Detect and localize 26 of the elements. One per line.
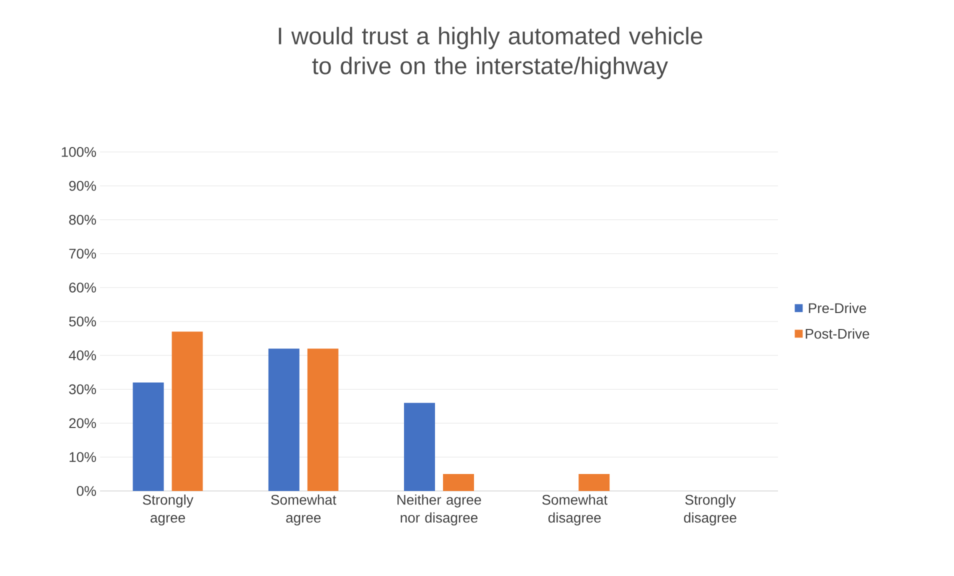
bar xyxy=(132,382,164,491)
bar xyxy=(578,474,610,491)
chart-title: I would trust a highly automated vehicle to drive on the interstate/highway xyxy=(278,26,702,80)
y-tick-label: 50% xyxy=(69,316,96,326)
bar xyxy=(443,474,474,491)
y-tick-label: 80% xyxy=(69,214,96,225)
legend-label: Pre-Drive xyxy=(808,302,866,314)
y-tick-label: 10% xyxy=(70,452,96,462)
y-tick-label: 60% xyxy=(69,282,96,293)
bar xyxy=(307,348,338,491)
y-tick-label: 40% xyxy=(68,350,96,360)
y-tick-label: 30% xyxy=(69,384,96,394)
x-tick-label: Somewhat agree xyxy=(271,494,336,526)
x-tick-label: Strongly agree xyxy=(142,494,194,526)
y-tick-label: 0% xyxy=(76,486,96,496)
legend-label: Post-Drive xyxy=(806,328,870,339)
y-tick-label: 70% xyxy=(69,248,96,259)
x-tick-label: Neither agree nor disagree xyxy=(398,494,482,526)
bar xyxy=(268,348,300,491)
y-tick-label: 90% xyxy=(69,180,96,191)
bar xyxy=(404,402,436,491)
x-tick-label: Somewhat disagree xyxy=(542,494,608,526)
bar xyxy=(172,332,203,491)
x-tick-label: Strongly disagree xyxy=(684,494,736,526)
y-tick-label: 100% xyxy=(62,147,96,157)
y-tick-label: 20% xyxy=(69,418,96,428)
